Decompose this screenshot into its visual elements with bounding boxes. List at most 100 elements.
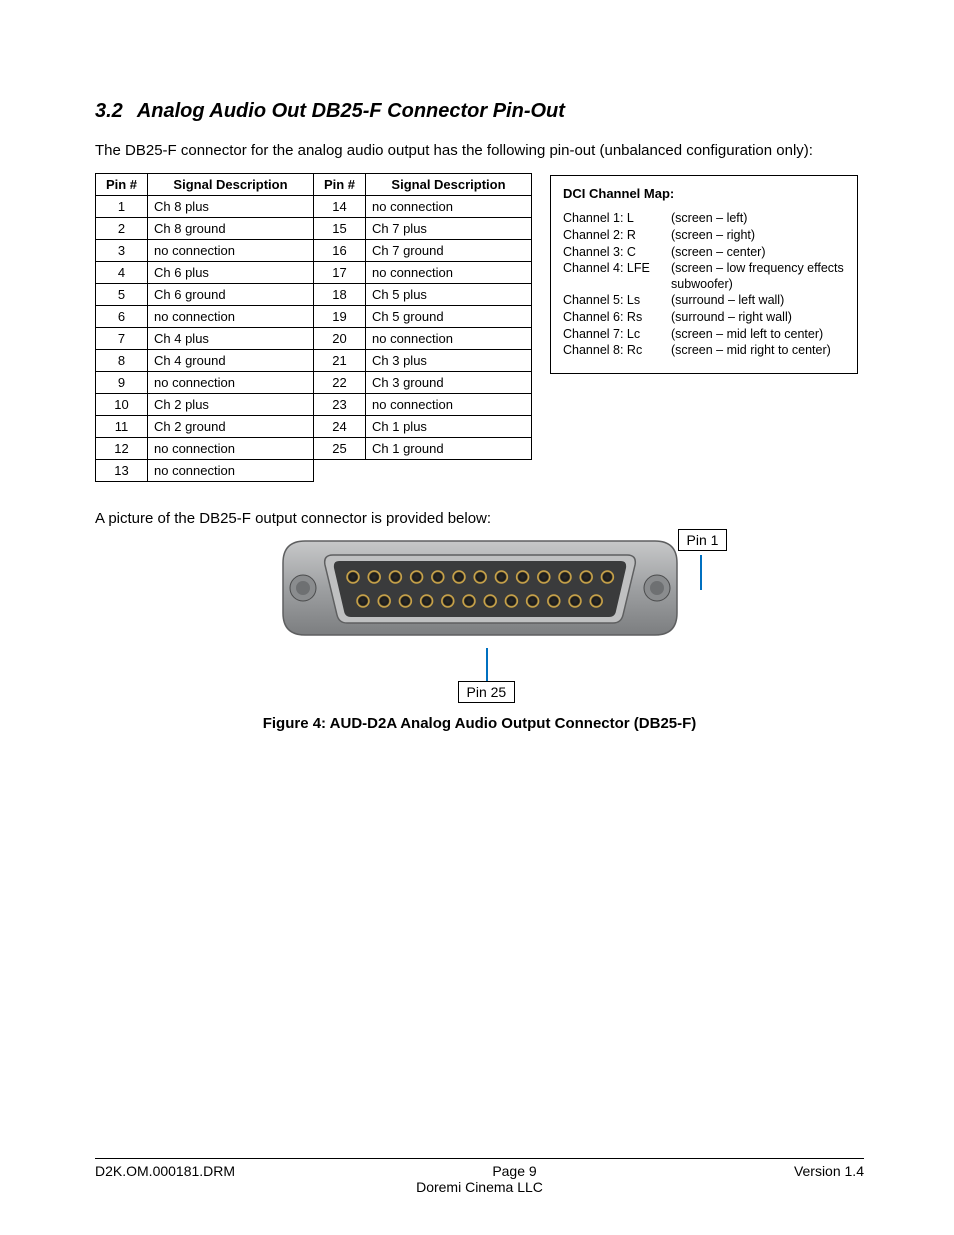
- dci-channel-desc: (screen – center): [671, 245, 845, 261]
- pin-cell: 15: [314, 218, 366, 240]
- pin-cell: 13: [96, 460, 148, 482]
- table-row: 11Ch 2 ground24Ch 1 plus: [96, 416, 532, 438]
- dci-channel-label: Channel 6: Rs: [563, 310, 671, 326]
- pin-cell: 16: [314, 240, 366, 262]
- pin-cell: 11: [96, 416, 148, 438]
- pin-cell: 5: [96, 284, 148, 306]
- dci-channel-desc: (screen – mid left to center): [671, 327, 845, 343]
- pin-cell: 19: [314, 306, 366, 328]
- table-row: 12no connection25Ch 1 ground: [96, 438, 532, 460]
- pin-cell: 24: [314, 416, 366, 438]
- pin25-label: Pin 25: [458, 681, 516, 703]
- figure-wrap: Pin 1: [200, 533, 760, 732]
- dci-channel-desc: (surround – right wall): [671, 310, 845, 326]
- table-row: 9no connection22Ch 3 ground: [96, 372, 532, 394]
- desc-cell: Ch 1 ground: [366, 438, 532, 460]
- desc-cell: no connection: [366, 394, 532, 416]
- desc-cell: no connection: [148, 306, 314, 328]
- table-row: 1Ch 8 plus14no connection: [96, 196, 532, 218]
- footer-center: Page 9: [492, 1163, 536, 1179]
- dci-channel-label: Channel 7: Lc: [563, 327, 671, 343]
- pin-cell: 23: [314, 394, 366, 416]
- pin-cell: 1: [96, 196, 148, 218]
- desc-cell: Ch 7 ground: [366, 240, 532, 262]
- pin-cell: 8: [96, 350, 148, 372]
- table-row: 6no connection19Ch 5 ground: [96, 306, 532, 328]
- pin1-callout-line: [700, 555, 702, 590]
- db25-connector-image: [275, 533, 685, 643]
- pin-cell: 2: [96, 218, 148, 240]
- table-row: 10Ch 2 plus23no connection: [96, 394, 532, 416]
- desc-cell: no connection: [366, 328, 532, 350]
- desc-cell: Ch 2 plus: [148, 394, 314, 416]
- pin-cell: 20: [314, 328, 366, 350]
- dci-channel-desc: (screen – right): [671, 228, 845, 244]
- intro-paragraph: The DB25-F connector for the analog audi…: [95, 141, 864, 161]
- desc-cell: Ch 3 plus: [366, 350, 532, 372]
- dci-channel-label: Channel 3: C: [563, 245, 671, 261]
- desc-cell: Ch 7 plus: [366, 218, 532, 240]
- dci-channel-desc: (screen – mid right to center): [671, 343, 845, 359]
- col-desc-left: Signal Description: [148, 174, 314, 196]
- desc-cell: Ch 2 ground: [148, 416, 314, 438]
- pin-cell: 21: [314, 350, 366, 372]
- pin-cell: 4: [96, 262, 148, 284]
- desc-cell: no connection: [366, 196, 532, 218]
- pin-cell: 14: [314, 196, 366, 218]
- dci-channel-label: Channel 1: L: [563, 211, 671, 227]
- pin-cell: 17: [314, 262, 366, 284]
- col-pin-left: Pin #: [96, 174, 148, 196]
- desc-cell: no connection: [366, 262, 532, 284]
- pinout-table: Pin # Signal Description Pin # Signal De…: [95, 173, 532, 482]
- page-footer: D2K.OM.000181.DRM Page 9 Version 1.4 Dor…: [95, 1158, 864, 1195]
- desc-cell: Ch 4 plus: [148, 328, 314, 350]
- dci-channel-map-box: DCI Channel Map: Channel 1: L(screen – l…: [550, 175, 858, 374]
- table-row: 13no connection: [96, 460, 532, 482]
- desc-cell: no connection: [148, 460, 314, 482]
- section-heading: 3.2 Analog Audio Out DB25-F Connector Pi…: [95, 100, 864, 123]
- footer-left: D2K.OM.000181.DRM: [95, 1163, 235, 1179]
- section-number: 3.2: [95, 100, 123, 123]
- desc-cell: Ch 6 plus: [148, 262, 314, 284]
- table-row: 2Ch 8 ground15Ch 7 plus: [96, 218, 532, 240]
- col-desc-right: Signal Description: [366, 174, 532, 196]
- desc-cell: Ch 8 plus: [148, 196, 314, 218]
- desc-cell: Ch 1 plus: [366, 416, 532, 438]
- table-header-row: Pin # Signal Description Pin # Signal De…: [96, 174, 532, 196]
- desc-cell: Ch 4 ground: [148, 350, 314, 372]
- table-row: 4Ch 6 plus17no connection: [96, 262, 532, 284]
- dci-channel-label: Channel 8: Rc: [563, 343, 671, 359]
- section-title: Analog Audio Out DB25-F Connector Pin-Ou…: [137, 100, 565, 123]
- dci-channel-desc: (surround – left wall): [671, 293, 845, 309]
- pin-cell: 9: [96, 372, 148, 394]
- desc-cell: no connection: [148, 240, 314, 262]
- pin-cell: 25: [314, 438, 366, 460]
- dci-channel-label: Channel 4: LFE: [563, 261, 671, 292]
- pin-cell: 18: [314, 284, 366, 306]
- table-row: 3no connection16Ch 7 ground: [96, 240, 532, 262]
- figure-caption: Figure 4: AUD-D2A Analog Audio Output Co…: [200, 715, 760, 732]
- desc-cell: Ch 5 ground: [366, 306, 532, 328]
- dci-channel-label: Channel 2: R: [563, 228, 671, 244]
- desc-cell: Ch 5 plus: [366, 284, 532, 306]
- dci-grid: Channel 1: L(screen – left)Channel 2: R(…: [563, 211, 845, 359]
- desc-cell: Ch 3 ground: [366, 372, 532, 394]
- col-pin-right: Pin #: [314, 174, 366, 196]
- pin-cell: 6: [96, 306, 148, 328]
- table-row: 7Ch 4 plus20no connection: [96, 328, 532, 350]
- table-row: 5Ch 6 ground18Ch 5 plus: [96, 284, 532, 306]
- desc-cell: no connection: [148, 372, 314, 394]
- desc-cell: no connection: [148, 438, 314, 460]
- dci-channel-desc: (screen – left): [671, 211, 845, 227]
- dci-channel-label: Channel 5: Ls: [563, 293, 671, 309]
- footer-sub: Doremi Cinema LLC: [95, 1179, 864, 1195]
- pin-cell: 7: [96, 328, 148, 350]
- desc-cell: Ch 8 ground: [148, 218, 314, 240]
- dci-title: DCI Channel Map:: [563, 186, 845, 201]
- pin25-callout-line: [486, 648, 488, 683]
- pin-cell: 12: [96, 438, 148, 460]
- dci-channel-desc: (screen – low frequency effects subwoofe…: [671, 261, 845, 292]
- pin1-label: Pin 1: [678, 529, 728, 551]
- pin-cell: 3: [96, 240, 148, 262]
- pin-cell: 10: [96, 394, 148, 416]
